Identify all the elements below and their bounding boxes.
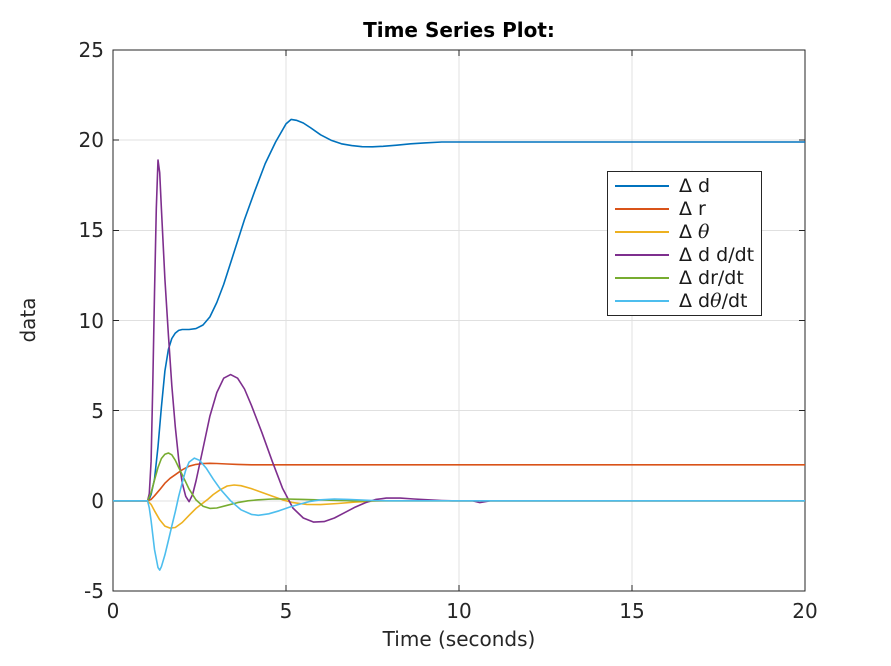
- series-line-delta-d: [113, 118, 805, 502]
- y-tick-label: 5: [91, 398, 104, 423]
- legend-item-label: Δ d d/dt: [679, 243, 755, 266]
- legend-item-delta-theta[interactable]: Δ θ: [608, 221, 761, 243]
- series-line-delta-dr-dt: [113, 452, 805, 510]
- legend-line-swatch: [615, 299, 669, 302]
- series-line-delta-theta: [113, 484, 805, 529]
- y-tick-label: 15: [78, 218, 104, 243]
- x-tick-label: 20: [792, 599, 818, 623]
- legend-item-label: Δ θ: [679, 221, 710, 244]
- legend-item-label: Δ d: [679, 175, 711, 198]
- x-axis-label: Time (seconds): [382, 627, 536, 651]
- y-tick-label: 10: [78, 308, 104, 333]
- legend-line-swatch: [615, 185, 669, 188]
- legend-item-label: Δ r: [679, 198, 706, 221]
- series-line-delta-dtheta-dt: [113, 457, 805, 571]
- legend-item-label: Δ dθ/dt: [679, 289, 748, 312]
- legend-item-delta-dtheta-dt[interactable]: Δ dθ/dt: [608, 290, 761, 312]
- y-tick-label: 20: [78, 128, 104, 153]
- legend-line-swatch: [615, 208, 669, 211]
- legend-item-delta-r[interactable]: Δ r: [608, 198, 761, 220]
- legend-item-delta-d-d-dt[interactable]: Δ d d/dt: [608, 244, 761, 266]
- y-tick-label: 25: [78, 38, 104, 62]
- legend-item-delta-dr-dt[interactable]: Δ dr/dt: [608, 267, 761, 289]
- series-line-delta-r: [113, 462, 805, 502]
- y-tick-label: -5: [84, 579, 104, 603]
- series-line-delta-d-d-dt: [113, 159, 805, 523]
- x-tick-label: 5: [279, 599, 293, 623]
- legend-line-swatch: [615, 276, 669, 279]
- x-tick-label: 10: [446, 599, 472, 623]
- y-tick-label: 0: [91, 488, 104, 513]
- legend-item-label: Δ dr/dt: [679, 266, 744, 289]
- legend-line-swatch: [615, 253, 669, 256]
- legend-item-delta-d[interactable]: Δ d: [608, 175, 761, 197]
- legend-line-swatch: [615, 231, 669, 234]
- plot-title: Time Series Plot:: [363, 18, 555, 42]
- x-tick-label: 0: [106, 599, 120, 623]
- x-tick-label: 15: [619, 599, 645, 623]
